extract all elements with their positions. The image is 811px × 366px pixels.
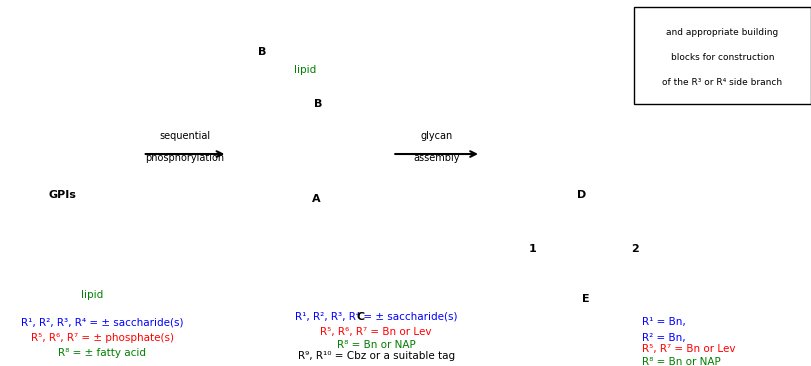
Text: and appropriate building: and appropriate building [667,28,779,37]
Text: R⁵, R⁷ = Bn or Lev: R⁵, R⁷ = Bn or Lev [642,344,736,354]
Text: A: A [311,194,320,204]
Text: R⁹, R¹⁰ = Cbz or a suitable tag: R⁹, R¹⁰ = Cbz or a suitable tag [298,351,455,361]
Text: R¹ = Bn,: R¹ = Bn, [642,317,685,327]
Text: lipid: lipid [81,291,103,300]
Text: assembly: assembly [414,153,460,163]
Text: 2: 2 [632,244,639,254]
Text: phosphorylation: phosphorylation [145,153,224,163]
Text: R¹, R², R³, R⁴ = ± saccharide(s): R¹, R², R³, R⁴ = ± saccharide(s) [295,312,457,322]
Text: sequential: sequential [159,131,210,141]
Text: R⁸ = Bn or NAP: R⁸ = Bn or NAP [642,357,721,366]
Text: R⁵, R⁶, R⁷ = Bn or Lev: R⁵, R⁶, R⁷ = Bn or Lev [320,327,432,337]
Text: 1: 1 [529,244,536,254]
Text: D: D [577,190,586,200]
Text: E: E [581,294,590,304]
Text: of the R³ or R⁴ side branch: of the R³ or R⁴ side branch [663,78,783,87]
Text: glycan: glycan [420,131,453,141]
Text: GPIs: GPIs [48,190,76,200]
Text: lipid: lipid [294,65,316,75]
Text: C: C [356,312,364,322]
FancyBboxPatch shape [634,7,811,104]
Text: blocks for construction: blocks for construction [671,53,775,62]
Text: B: B [314,99,323,109]
Text: R¹, R², R³, R⁴ = ± saccharide(s): R¹, R², R³, R⁴ = ± saccharide(s) [21,317,184,327]
Text: B: B [258,47,266,57]
Text: R⁵, R⁶, R⁷ = ± phosphate(s): R⁵, R⁶, R⁷ = ± phosphate(s) [31,333,174,343]
Text: R⁸ = ± fatty acid: R⁸ = ± fatty acid [58,348,147,358]
Text: R⁸ = Bn or NAP: R⁸ = Bn or NAP [337,340,415,350]
Text: R² = Bn,: R² = Bn, [642,333,685,343]
